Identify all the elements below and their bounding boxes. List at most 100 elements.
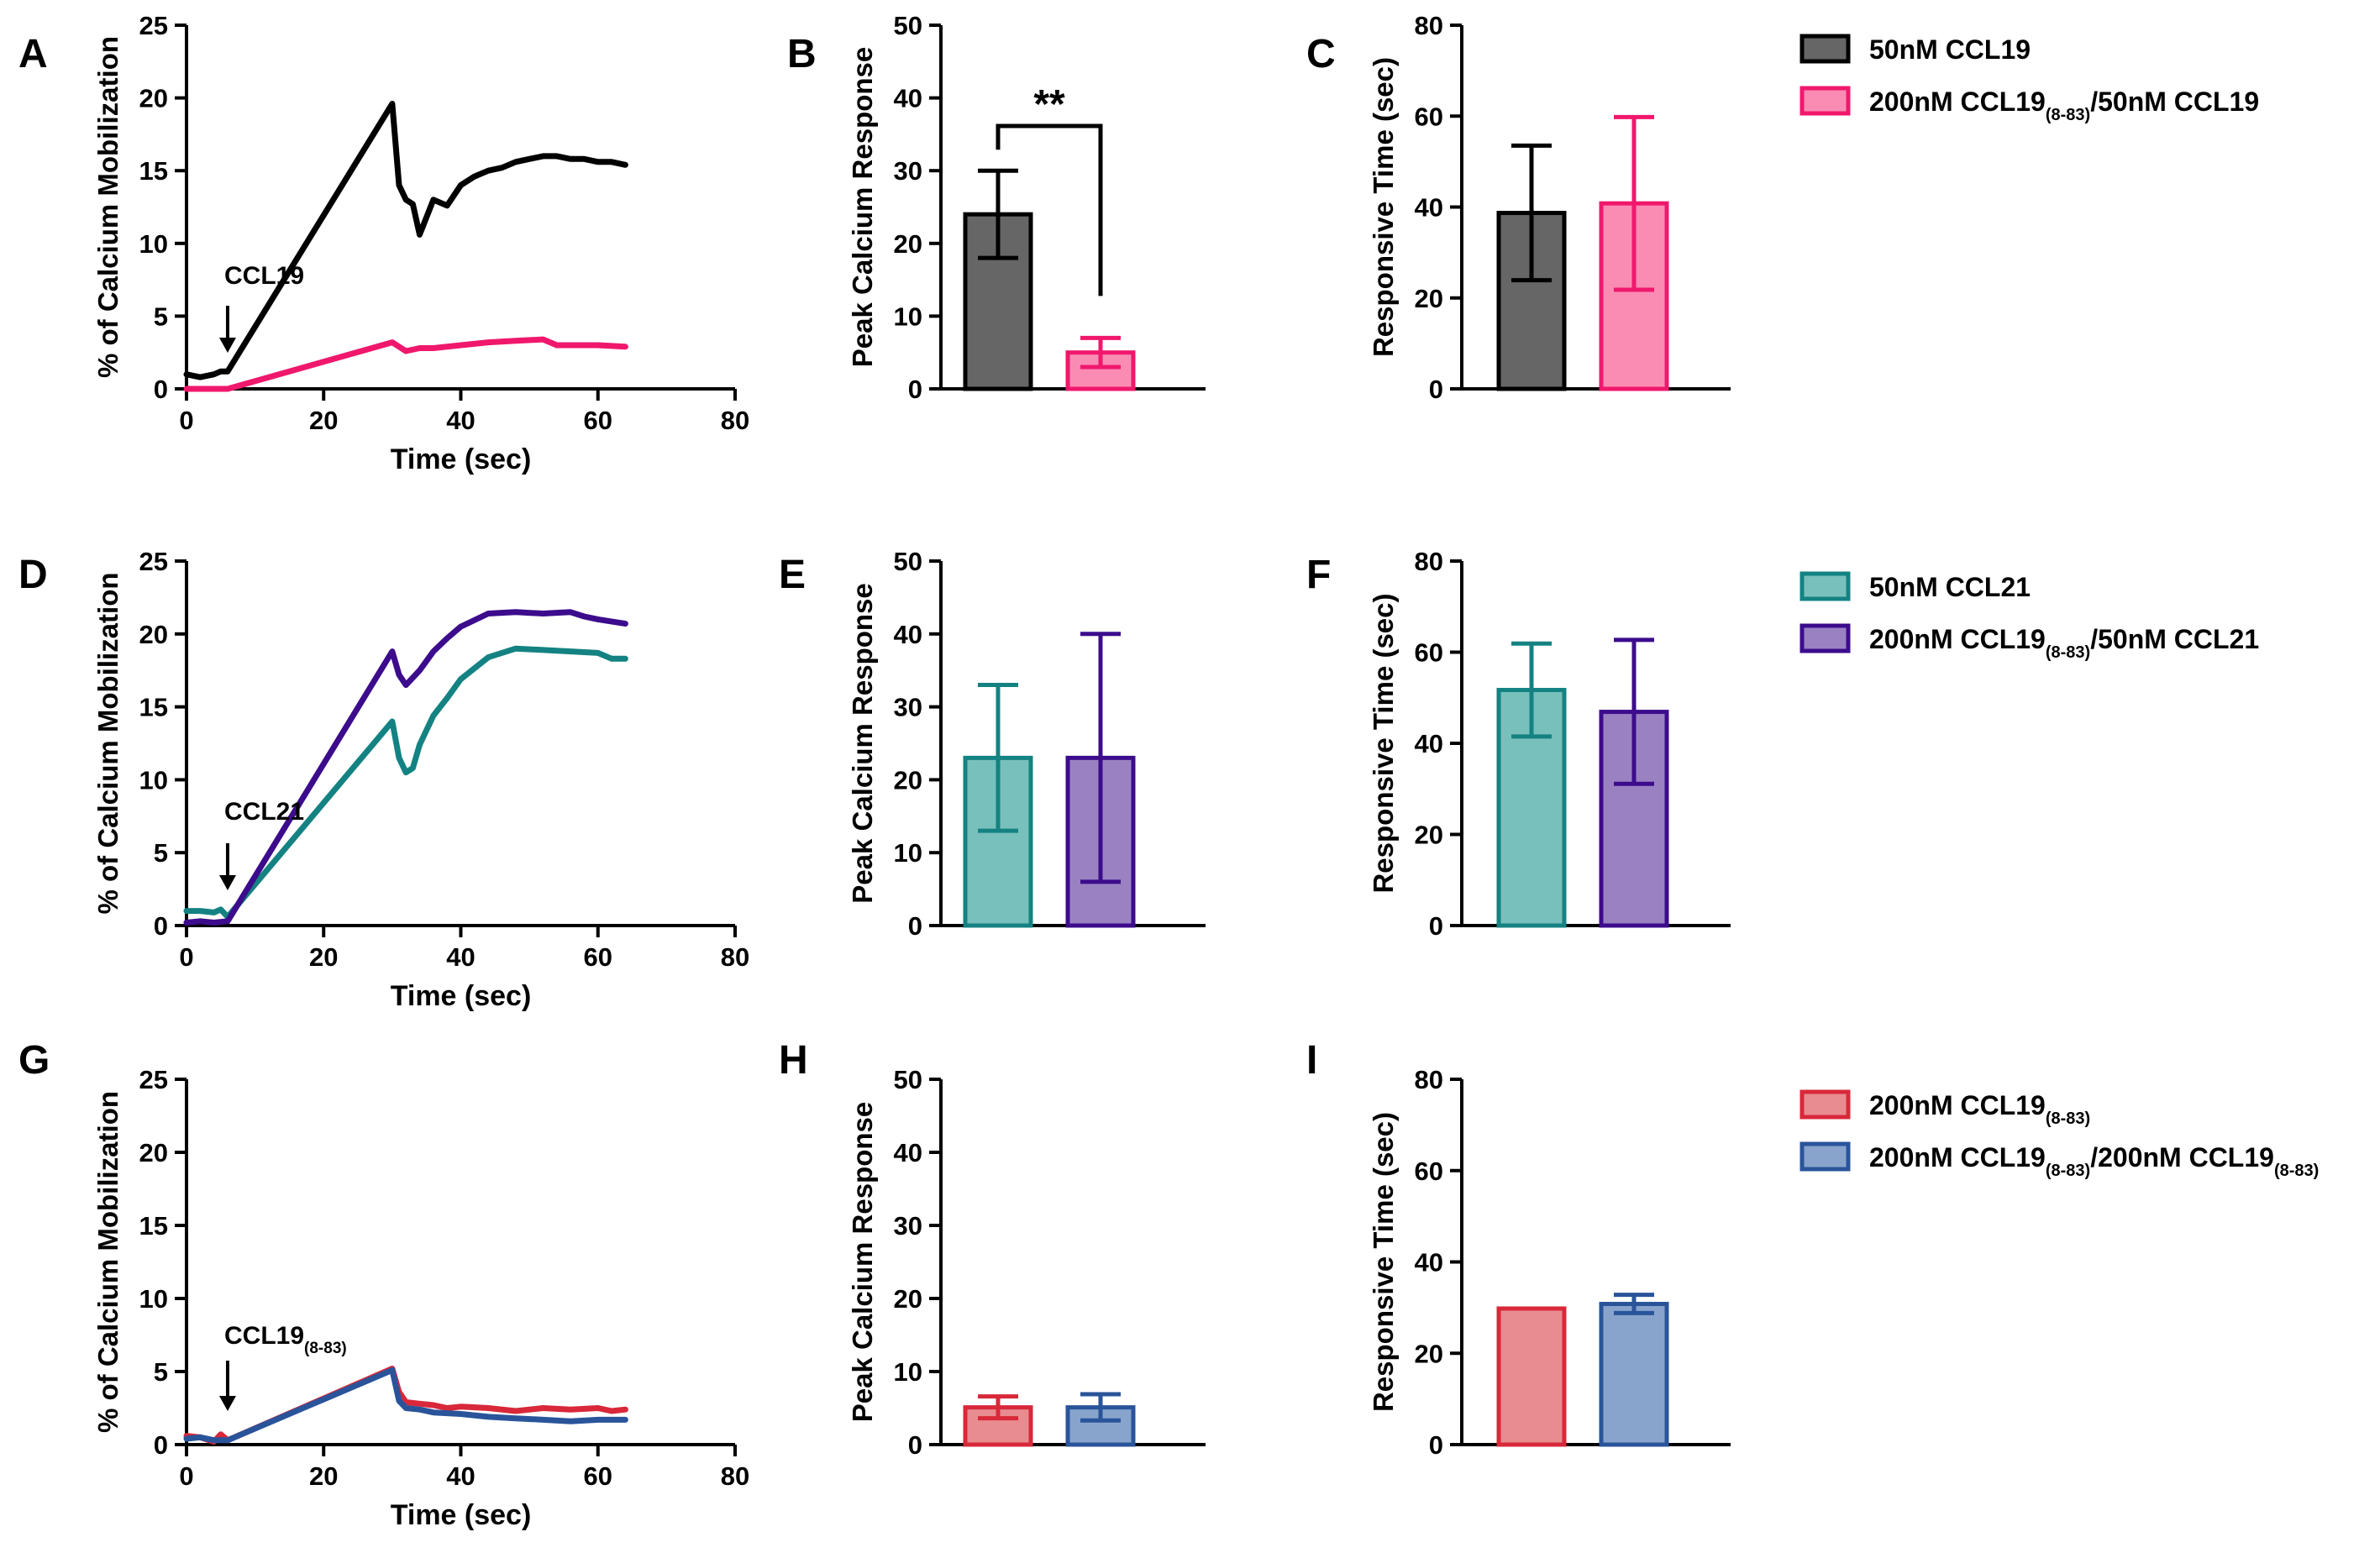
- y-axis-label: % of Calcium Mobilization: [92, 572, 123, 914]
- x-tick-label: 20: [309, 406, 338, 435]
- y-axis-label: Peak Calcium Response: [847, 1102, 878, 1423]
- y-tick-label: 0: [908, 911, 922, 941]
- y-tick-label: 10: [894, 838, 922, 868]
- series-line: [183, 609, 628, 926]
- y-tick-label: 25: [139, 11, 168, 40]
- legend-50nm-ccl19-part: 50nM CCL19: [1869, 34, 2031, 65]
- y-tick-label: 15: [139, 693, 168, 722]
- legend-200nm-ccl19-8-83-50nm-ccl21-part: (8-83): [2046, 643, 2090, 662]
- y-tick-label: 30: [894, 156, 922, 186]
- y-tick-label: 20: [139, 84, 168, 113]
- x-tick-label: 20: [309, 1461, 338, 1491]
- legend-200nm-ccl19-8-83-50nm-ccl21: 200nM CCL19(8-83)/50nM CCL21: [1869, 624, 2259, 662]
- panel-letter: H: [779, 1038, 808, 1083]
- y-tick-label: 80: [1415, 1065, 1443, 1094]
- y-tick-label: 20: [1415, 284, 1443, 313]
- y-axis-label: % of Calcium Mobilization: [92, 36, 123, 378]
- y-tick-label: 10: [139, 229, 168, 259]
- y-tick-label: 40: [1415, 729, 1443, 758]
- x-axis-label: Time (sec): [391, 980, 532, 1012]
- annotation-label: CCL21: [224, 798, 304, 826]
- panel-letter: F: [1306, 553, 1331, 597]
- annotation-label: CCL19: [224, 262, 304, 290]
- legend-200nm-ccl19-8-83: 200nM CCL19(8-83): [1869, 1090, 2090, 1128]
- legend-50nm-ccl21: 50nM CCL21: [1869, 572, 2031, 602]
- y-axis-label: Peak Calcium Response: [847, 47, 878, 368]
- y-tick-label: 15: [139, 156, 168, 186]
- y-tick-label: 20: [894, 1284, 922, 1314]
- legend-200nm-ccl19-8-83-swatch: [1799, 1089, 1851, 1120]
- y-tick-label: 0: [154, 375, 168, 404]
- y-tick-label: 20: [1415, 821, 1443, 850]
- y-tick-label: 40: [894, 84, 922, 113]
- y-tick-label: 80: [1415, 11, 1443, 40]
- legend-200nm-ccl19-8-83-50nm-ccl19-part: /50nM CCL19: [2090, 87, 2259, 117]
- x-tick-label: 80: [721, 406, 749, 435]
- y-axis-label: Responsive Time (sec): [1368, 57, 1399, 357]
- annotation-label-part: CCL19: [224, 262, 304, 290]
- y-tick-label: 40: [1415, 193, 1443, 223]
- panel-letter: D: [18, 553, 48, 597]
- legend-200nm-ccl19-8-83-part: 200nM CCL19: [1869, 1090, 2046, 1120]
- legend-200nm-ccl19-8-83-200nm-ccl19-8-83-part: 200nM CCL19: [1869, 1142, 2046, 1172]
- y-tick-label: 60: [1415, 1157, 1443, 1186]
- series-line: [183, 101, 628, 380]
- x-tick-label: 80: [721, 1461, 749, 1491]
- y-tick-label: 5: [154, 1357, 168, 1387]
- panel-a: A 0 5 10 15 20 25 % of Calcium Mobilization 0 20 4…: [18, 11, 749, 475]
- panel-d: D 0 5 10 15 20 25 % of Calcium Mobilization 0 20 4…: [18, 547, 749, 1012]
- y-tick-label: 20: [894, 765, 922, 795]
- x-axis-label: Time (sec): [391, 1499, 532, 1531]
- legend-200nm-ccl19-8-83-50nm-ccl19-swatch: [1799, 86, 1851, 116]
- legend-200nm-ccl19-8-83-200nm-ccl19-8-83-swatch: [1799, 1141, 1851, 1172]
- y-axis-label: % of Calcium Mobilization: [92, 1091, 123, 1433]
- legend-50nm-ccl19-swatch: [1799, 34, 1851, 64]
- x-tick-label: 0: [179, 406, 193, 435]
- legend-200nm-ccl19-8-83-200nm-ccl19-8-83-part: (8-83): [2274, 1162, 2319, 1180]
- x-tick-label: 40: [446, 1461, 475, 1491]
- x-axis-label: Time (sec): [391, 443, 532, 475]
- series-line: [183, 1366, 628, 1445]
- legend-200nm-ccl19-8-83-50nm-ccl19: 200nM CCL19(8-83)/50nM CCL19: [1869, 87, 2259, 124]
- legend-3: 200nM CCL19(8-83)200nM CCL19(8-83)/200nM…: [1799, 1089, 2319, 1180]
- x-tick-label: 0: [179, 1461, 193, 1491]
- y-axis-label: Responsive Time (sec): [1368, 1112, 1399, 1412]
- x-tick-label: 20: [309, 942, 338, 972]
- y-tick-label: 40: [894, 1138, 922, 1167]
- x-tick-label: 40: [446, 942, 475, 972]
- y-tick-label: 30: [894, 1211, 922, 1241]
- y-tick-label: 80: [1415, 547, 1443, 576]
- legend-50nm-ccl21-part: 50nM CCL21: [1869, 572, 2031, 602]
- panel-letter: I: [1306, 1038, 1317, 1083]
- panel-letter: E: [779, 553, 806, 597]
- significance-bracket: [996, 123, 1103, 296]
- bar: [1599, 201, 1669, 391]
- panel-b: B 0 10 20 30 40 50 Peak Calcium Response **: [787, 11, 1206, 404]
- panel-h: H 0 10 20 30 40 50 Peak Calcium Response: [779, 1038, 1206, 1460]
- series-line: [183, 645, 628, 921]
- y-tick-label: 0: [1429, 1430, 1443, 1460]
- y-tick-label: 0: [1429, 911, 1443, 941]
- y-tick-label: 0: [154, 1430, 168, 1460]
- significance-label: **: [1033, 82, 1065, 127]
- x-tick-label: 0: [179, 942, 193, 972]
- y-tick-label: 10: [139, 765, 168, 795]
- y-axis-label: Responsive Time (sec): [1368, 593, 1399, 893]
- legend-200nm-ccl19-8-83-50nm-ccl21-part: /50nM CCL21: [2090, 624, 2259, 654]
- y-tick-label: 20: [139, 1138, 168, 1167]
- y-tick-label: 25: [139, 547, 168, 576]
- x-tick-label: 60: [584, 1461, 612, 1491]
- annotation-label-part: CCL19: [224, 1322, 304, 1350]
- y-tick-label: 40: [1415, 1248, 1443, 1277]
- panel-letter: C: [1306, 32, 1336, 76]
- y-tick-label: 10: [894, 302, 922, 331]
- bar: [1599, 1302, 1669, 1447]
- y-tick-label: 10: [894, 1357, 922, 1387]
- legend-50nm-ccl19: 50nM CCL19: [1869, 34, 2031, 65]
- y-tick-label: 0: [908, 1430, 922, 1460]
- panel-letter: B: [787, 32, 817, 76]
- y-tick-label: 0: [1429, 375, 1443, 404]
- panel-letter: A: [18, 32, 48, 76]
- legend-200nm-ccl19-8-83-50nm-ccl19-part: (8-83): [2046, 106, 2090, 124]
